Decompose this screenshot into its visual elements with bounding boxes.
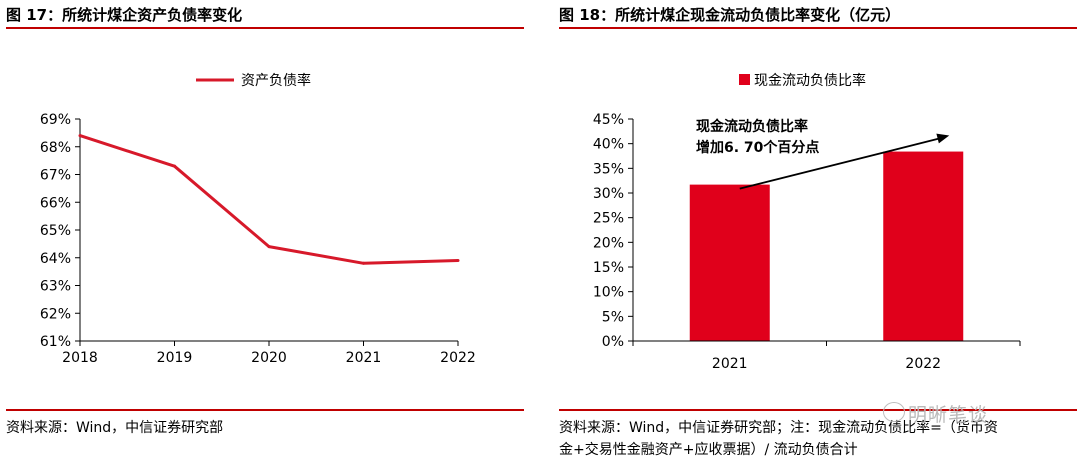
data-point — [78, 134, 82, 138]
left-source-rule — [6, 409, 524, 411]
right-title-rule — [559, 27, 1077, 29]
x-tick-label: 2022 — [905, 356, 941, 372]
data-point — [173, 164, 176, 168]
right-source-line-2: 金+交易性金融资产+应收票据）/ 流动负债合计 — [559, 442, 858, 458]
x-tick-label: 2019 — [157, 350, 193, 366]
y-tick-label: 30% — [593, 186, 624, 202]
y-tick-label: 66% — [40, 195, 71, 211]
right-source-line-1: 资料来源：Wind，中信证券研究部；注：现金流动负债比率=（货币资 — [559, 420, 998, 436]
right-source-rule — [559, 409, 1077, 411]
watermark-text: 明晰笔谈 — [908, 404, 989, 426]
annotation-line-1: 现金流动负债比率 — [696, 118, 808, 135]
annotation-line-2: 增加6. 70个百分点 — [696, 139, 819, 156]
annotation-arrow-shaft — [739, 137, 940, 190]
x-tick-label: 2021 — [346, 350, 382, 366]
x-tick-label: 2021 — [712, 356, 748, 372]
data-point — [362, 261, 365, 265]
legend-swatch — [739, 74, 750, 85]
right-chart-title: 图 18：所统计煤企现金流动负债比率变化（亿元） — [559, 6, 901, 24]
left-line-chart: 资产负债率 61% 62% 63% 64% 65% 66% 67% 68% 69% 2018 2019… — [40, 72, 476, 366]
data-point — [267, 245, 271, 249]
y-tick-label: 5% — [602, 309, 624, 325]
y-tick-label: 25% — [593, 211, 624, 227]
y-tick-label: 67% — [40, 168, 71, 184]
y-tick-label: 65% — [40, 223, 71, 239]
y-tick-label: 63% — [40, 279, 71, 295]
series-line — [79, 134, 459, 265]
annotation-arrow-head — [936, 133, 950, 144]
bar — [883, 151, 964, 341]
right-panel: 图 18：所统计煤企现金流动负债比率变化（亿元） 现金流动负债比率 0% 5% 10%… — [553, 0, 1080, 466]
legend-label: 现金流动负债比率 — [754, 72, 866, 89]
x-tick-label: 2022 — [440, 350, 476, 366]
y-tick-label: 64% — [40, 251, 71, 267]
y-tick-label: 45% — [593, 112, 624, 128]
y-tick-label: 68% — [40, 140, 71, 156]
right-bar-chart: 现金流动负债比率 0% 5% 10% 15% 20% 25% 30% 35% 40% 45% 2021… — [593, 72, 1021, 372]
y-tick-label: 20% — [593, 235, 624, 251]
left-chart-title: 图 17：所统计煤企资产负债率变化 — [6, 6, 243, 24]
y-tick-label: 35% — [593, 161, 624, 177]
y-tick-label: 15% — [593, 260, 624, 276]
y-tick-label: 40% — [593, 137, 624, 153]
legend-label: 资产负债率 — [241, 72, 311, 89]
left-source-note: 资料来源：Wind，中信证券研究部 — [6, 420, 224, 436]
x-tick-label: 2018 — [62, 350, 98, 366]
y-tick-label: 69% — [40, 112, 71, 128]
right-source-note: 资料来源：Wind，中信证券研究部；注：现金流动负债比率=（货币资 金+交易性金… — [559, 417, 998, 461]
y-tick-label: 62% — [40, 306, 71, 322]
wechat-watermark-icon — [883, 402, 905, 422]
y-tick-label: 0% — [602, 334, 624, 350]
left-panel: 图 17：所统计煤企资产负债率变化 资产负债率 61% 62% 63% 64% 65% 66… — [0, 0, 528, 466]
bar — [689, 184, 770, 341]
data-point — [456, 259, 460, 263]
left-title-rule — [6, 27, 524, 29]
x-tick-label: 2020 — [251, 350, 287, 366]
y-tick-label: 61% — [40, 334, 71, 350]
y-tick-label: 10% — [593, 285, 624, 301]
